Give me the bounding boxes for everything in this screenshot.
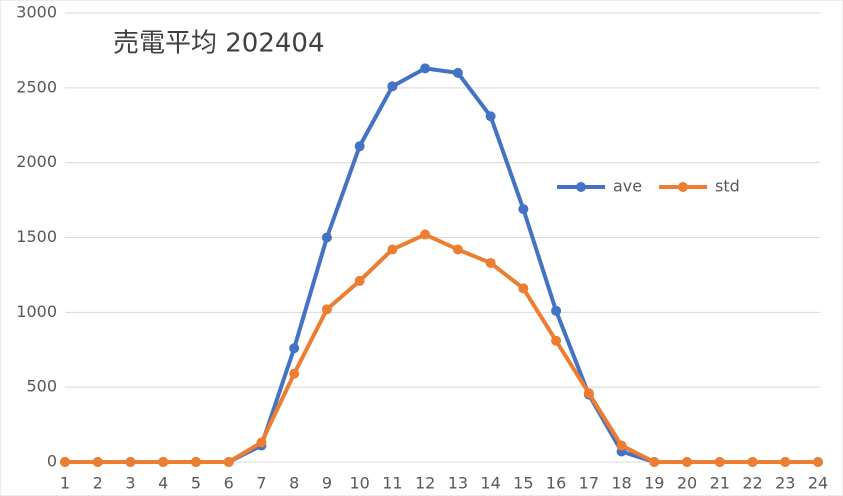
x-tick-label: 18	[611, 474, 631, 493]
point	[354, 141, 365, 152]
x-tick-label: 6	[224, 474, 234, 493]
x-tick-label: 7	[256, 474, 266, 493]
x-tick-label: 16	[546, 474, 566, 493]
chart-title: 売電平均 202404	[113, 29, 325, 59]
x-tick-label: 2	[93, 474, 103, 493]
x-tick-label: 20	[677, 474, 697, 493]
legend-label: std	[715, 177, 740, 196]
point	[452, 67, 463, 78]
point	[485, 111, 496, 122]
x-tick-label: 21	[710, 474, 730, 493]
point	[780, 457, 791, 467]
point	[158, 457, 169, 467]
point	[256, 437, 267, 448]
x-tick-label: 3	[125, 474, 135, 493]
legend-label: ave	[613, 177, 642, 196]
x-tick-label: 4	[158, 474, 168, 493]
point	[420, 229, 431, 240]
x-tick-label: 10	[349, 474, 369, 493]
x-tick-label: 23	[775, 474, 795, 493]
point	[354, 275, 365, 286]
x-tick-label: 17	[579, 474, 599, 493]
x-tick-label: 12	[415, 474, 435, 493]
point	[125, 457, 136, 467]
x-tick-label: 1	[60, 474, 70, 493]
point	[387, 81, 398, 92]
point	[714, 457, 725, 467]
x-tick-label: 15	[513, 474, 533, 493]
series-line	[65, 232, 818, 464]
y-tick-label: 3000	[16, 3, 57, 22]
point	[60, 457, 70, 467]
point	[583, 388, 594, 399]
point	[452, 244, 463, 255]
point	[289, 368, 300, 379]
legend-marker	[576, 182, 586, 192]
point	[518, 283, 529, 294]
x-tick-label: 11	[382, 474, 402, 493]
y-tick-label: 0	[47, 452, 57, 471]
point	[223, 457, 234, 467]
point	[190, 457, 201, 467]
y-tick-label: 2000	[16, 152, 57, 171]
legend-marker	[678, 182, 688, 192]
x-tick-label: 24	[808, 474, 828, 493]
y-tick-label: 1000	[16, 302, 57, 321]
point	[420, 63, 431, 74]
y-tick-label: 1500	[16, 227, 57, 246]
x-tick-label: 9	[322, 474, 332, 493]
x-tick-label: 5	[191, 474, 201, 493]
point	[747, 457, 758, 467]
x-tick-label: 8	[289, 474, 299, 493]
point	[551, 305, 562, 316]
x-tick-label: 19	[644, 474, 664, 493]
point	[289, 343, 300, 354]
point	[813, 457, 823, 467]
point	[387, 244, 398, 255]
x-tick-label: 14	[480, 474, 500, 493]
point	[616, 440, 627, 451]
point	[92, 457, 103, 467]
point	[485, 257, 496, 268]
y-tick-label: 500	[26, 377, 57, 396]
point	[682, 457, 693, 467]
point	[321, 232, 332, 243]
point	[649, 457, 660, 467]
x-tick-label: 13	[448, 474, 468, 493]
point	[518, 204, 529, 215]
point	[321, 304, 332, 315]
y-tick-label: 2500	[16, 77, 57, 96]
x-tick-label: 22	[742, 474, 762, 493]
point	[551, 335, 562, 346]
